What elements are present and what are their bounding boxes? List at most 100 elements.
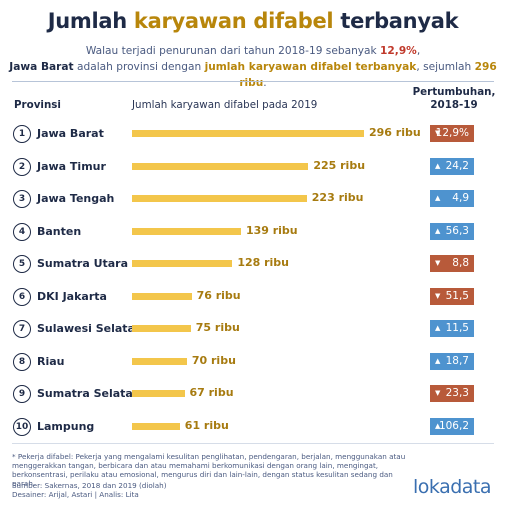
source-credits: Sumber: Sakernas, 2018 dan 2019 (diolah)… [12, 481, 167, 499]
rank-badge: 10 [13, 417, 31, 436]
value-bar [132, 422, 180, 430]
value-label: 67 ribu [189, 386, 234, 399]
value-bar [132, 162, 309, 170]
column-header-growth: Pertumbuhan, 2018-19 [408, 86, 500, 112]
rank-badge: 7 [13, 320, 31, 338]
growth-value: 24,2 [445, 159, 469, 172]
growth-value: 8,8 [452, 257, 469, 269]
chart-title: Jumlah karyawan difabel terbanyak [0, 9, 506, 33]
down-triangle-icon: ▼ [435, 129, 441, 137]
subtitle-text-d: , sejumlah [416, 61, 475, 73]
chart-row: 1 Jawa Barat 296 ribu ▼ 12,9% [0, 122, 506, 146]
growth-badge: ▲ 4,9 [430, 190, 474, 207]
growth-value: 18,7 [445, 354, 469, 367]
rank-badge: 1 [13, 125, 31, 143]
credits-text: Desainer: Arijal, Astari | Analis: Lita [12, 490, 139, 499]
value-label: 225 ribu [313, 158, 366, 172]
value-bar [132, 357, 187, 365]
rank-badge: 3 [13, 190, 31, 208]
province-label: DKI Jakarta [37, 289, 107, 303]
province-label: Lampung [37, 419, 95, 433]
subtitle-percent: 12,9% [380, 45, 417, 57]
province-label: Sumatra Selatan [37, 387, 141, 400]
value-bar [132, 227, 241, 235]
up-triangle-icon: ▲ [435, 161, 441, 170]
value-label: 75 ribu [195, 321, 240, 334]
subtitle-text-c: adalah provinsi dengan [73, 61, 205, 73]
growth-badge: ▼ 51,5 [430, 287, 474, 305]
subtitle-text-e: . [263, 77, 267, 89]
growth-value: 11,5 [445, 322, 469, 334]
down-triangle-icon: ▼ [435, 389, 441, 397]
value-label: 70 ribu [191, 353, 236, 367]
growth-value: 51,5 [445, 289, 469, 302]
growth-badge: ▼ 8,8 [430, 255, 474, 272]
value-bar [132, 130, 364, 137]
subtitle-text-a: Walau terjadi penurunan dari tahun 2018-… [85, 45, 381, 57]
growth-badge: ▲ 56,3 [430, 222, 474, 240]
up-triangle-icon: ▲ [435, 194, 441, 202]
growth-header-line1: Pertumbuhan, [412, 86, 496, 98]
value-label: 223 ribu [311, 191, 364, 204]
chart-subtitle: Walau terjadi penurunan dari tahun 2018-… [6, 43, 500, 91]
growth-value: 12,9% [435, 127, 469, 139]
chart-row: 10 Lampung 61 ribu ▲ 106,2 [0, 415, 506, 439]
growth-badge: ▲ 24,2 [430, 157, 474, 175]
province-label: Jawa Tengah [37, 192, 115, 205]
value-label: 76 ribu [196, 288, 241, 302]
column-header-bar: Jumlah karyawan difabel pada 2019 [132, 99, 318, 111]
value-bar [132, 390, 185, 397]
chart-row: 6 DKI Jakarta 76 ribu ▼ 51,5 [0, 285, 506, 309]
growth-value: 106,2 [438, 419, 469, 432]
title-text-1: Jumlah [47, 9, 134, 33]
chart-row: 9 Sumatra Selatan 67 ribu ▼ 23,3 [0, 382, 506, 406]
chart-row: 7 Sulawesi Selatan 75 ribu ▲ 11,5 [0, 317, 506, 341]
rank-badge: 2 [13, 157, 31, 176]
province-label: Sulawesi Selatan [37, 322, 143, 335]
rank-badge: 9 [13, 385, 31, 403]
value-label: 128 ribu [237, 256, 290, 269]
subtitle-highlight: jumlah karyawan difabel terbanyak [204, 61, 417, 73]
growth-header-line2: 2018-19 [430, 99, 478, 111]
value-bar [132, 292, 192, 300]
value-bar [132, 195, 307, 202]
growth-badge: ▼ 12,9% [430, 125, 474, 142]
value-bar [132, 260, 233, 267]
province-label: Riau [37, 354, 65, 368]
chart-row: 8 Riau 70 ribu ▲ 18,7 [0, 350, 506, 374]
province-label: Banten [37, 224, 82, 238]
growth-value: 4,9 [452, 192, 469, 204]
chart-row: 4 Banten 139 ribu ▲ 56,3 [0, 220, 506, 244]
up-triangle-icon: ▲ [435, 421, 441, 430]
value-label: 139 ribu [245, 223, 298, 237]
up-triangle-icon: ▲ [435, 324, 441, 332]
chart-row: 5 Sumatra Utara 128 ribu ▼ 8,8 [0, 252, 506, 276]
growth-badge: ▲ 11,5 [430, 320, 474, 337]
province-label: Jawa Barat [37, 127, 104, 140]
source-text: Sumber: Sakernas, 2018 dan 2019 (diolah) [12, 481, 167, 490]
chart-row: 2 Jawa Timur 225 ribu ▲ 24,2 [0, 155, 506, 179]
province-label: Sumatra Utara [37, 257, 129, 270]
title-highlight: karyawan difabel [133, 9, 334, 33]
down-triangle-icon: ▼ [435, 259, 441, 267]
value-bar [132, 325, 191, 332]
province-label: Jawa Timur [37, 159, 106, 173]
growth-badge: ▼ 23,3 [430, 385, 474, 402]
title-text-2: terbanyak [333, 9, 459, 33]
subtitle-province: Jawa Barat [9, 61, 74, 73]
rank-badge: 5 [13, 255, 31, 273]
down-triangle-icon: ▼ [435, 291, 441, 300]
growth-value: 56,3 [445, 224, 469, 237]
chart-row: 3 Jawa Tengah 223 ribu ▲ 4,9 [0, 187, 506, 211]
growth-badge: ▲ 106,2 [430, 417, 474, 435]
up-triangle-icon: ▲ [435, 226, 441, 235]
footer-divider [12, 443, 494, 444]
rank-badge: 4 [13, 222, 31, 241]
column-header-province: Provinsi [14, 99, 61, 111]
subtitle-text-b: , [416, 45, 421, 57]
growth-badge: ▲ 18,7 [430, 352, 474, 370]
footnote: * Pekerja difabel: Pekerja yang mengalam… [12, 452, 406, 488]
header-divider [12, 81, 494, 82]
lokadata-logo: lokadata [413, 476, 492, 498]
rank-badge: 8 [13, 352, 31, 371]
